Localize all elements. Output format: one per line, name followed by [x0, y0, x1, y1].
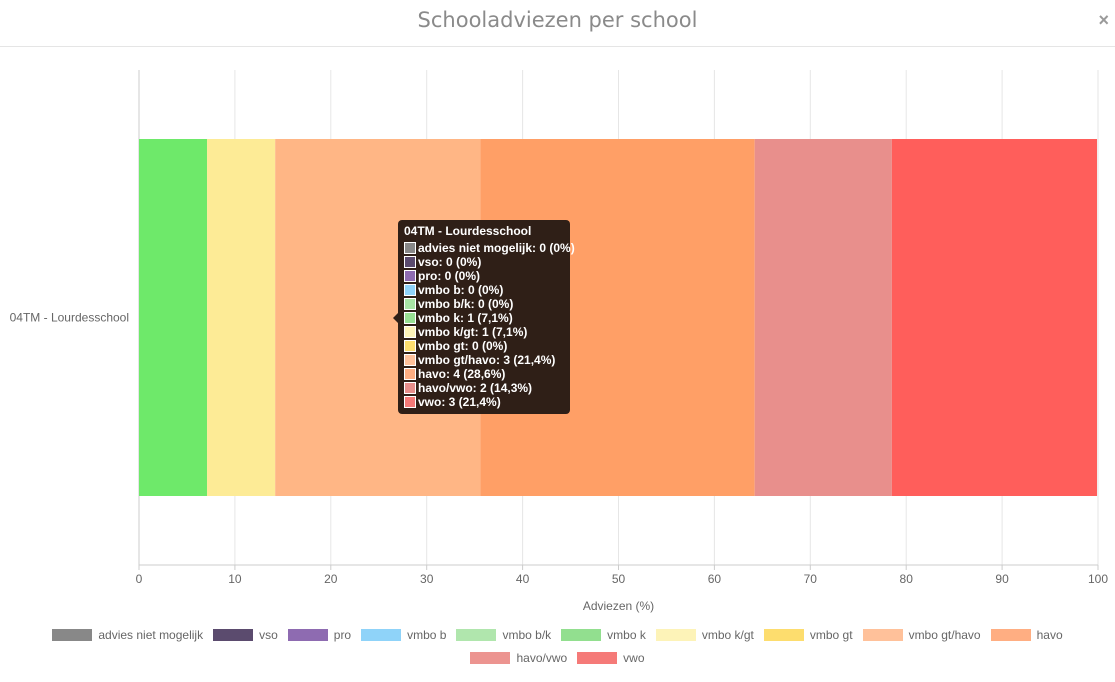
tooltip-row: vwo: 3 (21,4%)	[404, 395, 564, 409]
tooltip-swatch	[404, 368, 416, 380]
legend-label: havo	[1036, 628, 1063, 642]
tooltip-row-text: vmbo k/gt: 1 (7,1%)	[418, 325, 528, 339]
tooltip-row-text: havo/vwo: 2 (14,3%)	[418, 381, 533, 395]
legend-item-vmbo-gt[interactable]: vmbo gt	[763, 628, 853, 642]
tooltip-row-text: havo: 4 (28,6%)	[418, 367, 506, 381]
legend-swatch	[561, 629, 602, 641]
legend-label: vmbo k	[607, 628, 646, 642]
tooltip-swatch	[404, 242, 416, 254]
tooltip-row: vmbo b: 0 (0%)	[404, 283, 564, 297]
legend-label: havo/vwo	[516, 651, 568, 665]
tooltip-row-text: vwo: 3 (21,4%)	[418, 395, 501, 409]
legend-row: havo/vwo vwo	[0, 649, 1115, 667]
tooltip-row: vmbo k/gt: 1 (7,1%)	[404, 325, 564, 339]
tooltip-row: vso: 0 (0%)	[404, 255, 564, 269]
legend-swatch	[213, 629, 254, 641]
legend-item-advies-niet-mogelijk[interactable]: advies niet mogelijk	[52, 628, 203, 642]
x-tick-label: 70	[804, 572, 818, 586]
legend-item-havo-vwo[interactable]: havo/vwo	[470, 651, 567, 665]
chart-tooltip: 04TM - Lourdesschool advies niet mogelij…	[398, 220, 575, 414]
tooltip-row: vmbo gt: 0 (0%)	[404, 339, 564, 353]
legend-swatch	[361, 629, 402, 641]
tooltip-row-text: vmbo b/k: 0 (0%)	[418, 297, 514, 311]
tooltip-title: 04TM - Lourdesschool	[404, 224, 532, 238]
tooltip-swatch	[404, 354, 416, 366]
x-tick-label: 0	[136, 572, 143, 586]
tooltip-caret	[393, 312, 399, 324]
legend-row: advies niet mogelijk vso pro vmbo b vmbo b/k…	[0, 626, 1115, 644]
legend-item-vmbo-gt-havo[interactable]: vmbo gt/havo	[862, 628, 981, 642]
legend-item-vso[interactable]: vso	[213, 628, 278, 642]
tooltip-swatch	[404, 396, 416, 408]
modal-header: Schooladviezen per school ×	[0, 0, 1115, 47]
tooltip-swatch	[404, 256, 416, 268]
legend-swatch	[287, 629, 328, 641]
tooltip-swatch	[404, 326, 416, 338]
x-axis-title: Adviezen (%)	[583, 599, 654, 613]
legend-swatch	[456, 629, 497, 641]
x-tick-label: 80	[900, 572, 914, 586]
modal-title: Schooladviezen per school	[417, 8, 698, 32]
legend-label: vso	[259, 628, 278, 642]
tooltip-row-text: vmbo gt/havo: 3 (21,4%)	[418, 353, 556, 367]
legend-label: vwo	[623, 651, 645, 665]
legend-label: advies niet mogelijk	[98, 628, 204, 642]
bar-segment-havo-vwo[interactable]	[754, 139, 892, 496]
legend-item-vwo[interactable]: vwo	[577, 651, 645, 665]
x-tick-label: 100	[1088, 572, 1108, 586]
tooltip-row: vmbo b/k: 0 (0%)	[404, 297, 564, 311]
legend-swatch	[862, 629, 903, 641]
close-icon[interactable]: ×	[1098, 10, 1109, 30]
tooltip-row-text: vmbo gt: 0 (0%)	[418, 339, 508, 353]
legend-swatch	[655, 629, 696, 641]
tooltip-row: vmbo gt/havo: 3 (21,4%)	[404, 353, 564, 367]
x-tick-label: 30	[420, 572, 434, 586]
legend-label: vmbo b/k	[502, 628, 552, 642]
tooltip-row-text: pro: 0 (0%)	[418, 269, 481, 283]
tooltip-row-text: vmbo b: 0 (0%)	[418, 283, 504, 297]
legend-item-vmbo-b[interactable]: vmbo b	[361, 628, 446, 642]
tooltip-swatch	[404, 270, 416, 282]
bar-segment-vwo[interactable]	[891, 139, 1098, 496]
tooltip-row: pro: 0 (0%)	[404, 269, 564, 283]
tooltip-row-text: vso: 0 (0%)	[418, 255, 482, 269]
legend-swatch	[577, 652, 618, 664]
legend-swatch	[52, 629, 93, 641]
x-tick-label: 90	[995, 572, 1009, 586]
tooltip-row-text: vmbo k: 1 (7,1%)	[418, 311, 513, 325]
legend-item-havo[interactable]: havo	[990, 628, 1063, 642]
legend-item-pro[interactable]: pro	[287, 628, 352, 642]
tooltip-swatch	[404, 284, 416, 296]
tooltip-row-text: advies niet mogelijk: 0 (0%)	[418, 241, 575, 255]
bar-segment-vmbo-k-gt[interactable]	[207, 139, 276, 496]
tooltip-row: havo: 4 (28,6%)	[404, 367, 564, 381]
tooltip-swatch	[404, 298, 416, 310]
tooltip-row: vmbo k: 1 (7,1%)	[404, 311, 564, 325]
x-tick-label: 50	[612, 572, 626, 586]
legend-label: vmbo k/gt	[701, 628, 754, 642]
legend-label: vmbo gt	[809, 628, 853, 642]
x-tick-label: 40	[516, 572, 530, 586]
x-tick-label: 60	[708, 572, 722, 586]
legend-item-vmbo-b-k[interactable]: vmbo b/k	[456, 628, 551, 642]
tooltip-row: advies niet mogelijk: 0 (0%)	[404, 241, 575, 255]
legend-swatch	[470, 652, 511, 664]
y-category-label: 04TM - Lourdesschool	[10, 311, 129, 325]
legend-label: pro	[333, 628, 352, 642]
legend-item-vmbo-k[interactable]: vmbo k	[561, 628, 646, 642]
chart-legend: advies niet mogelijk vso pro vmbo b vmbo b/k…	[0, 626, 1115, 672]
bar-segment-vmbo-k[interactable]	[139, 139, 208, 496]
x-tick-label: 20	[324, 572, 338, 586]
x-tick-label: 10	[228, 572, 242, 586]
tooltip-swatch	[404, 312, 416, 324]
legend-label: vmbo gt/havo	[908, 628, 981, 642]
tooltip-swatch	[404, 382, 416, 394]
legend-label: vmbo b	[407, 628, 447, 642]
legend-swatch	[990, 629, 1031, 641]
legend-swatch	[763, 629, 804, 641]
legend-item-vmbo-k-gt[interactable]: vmbo k/gt	[655, 628, 754, 642]
tooltip-swatch	[404, 340, 416, 352]
tooltip-row: havo/vwo: 2 (14,3%)	[404, 381, 564, 395]
